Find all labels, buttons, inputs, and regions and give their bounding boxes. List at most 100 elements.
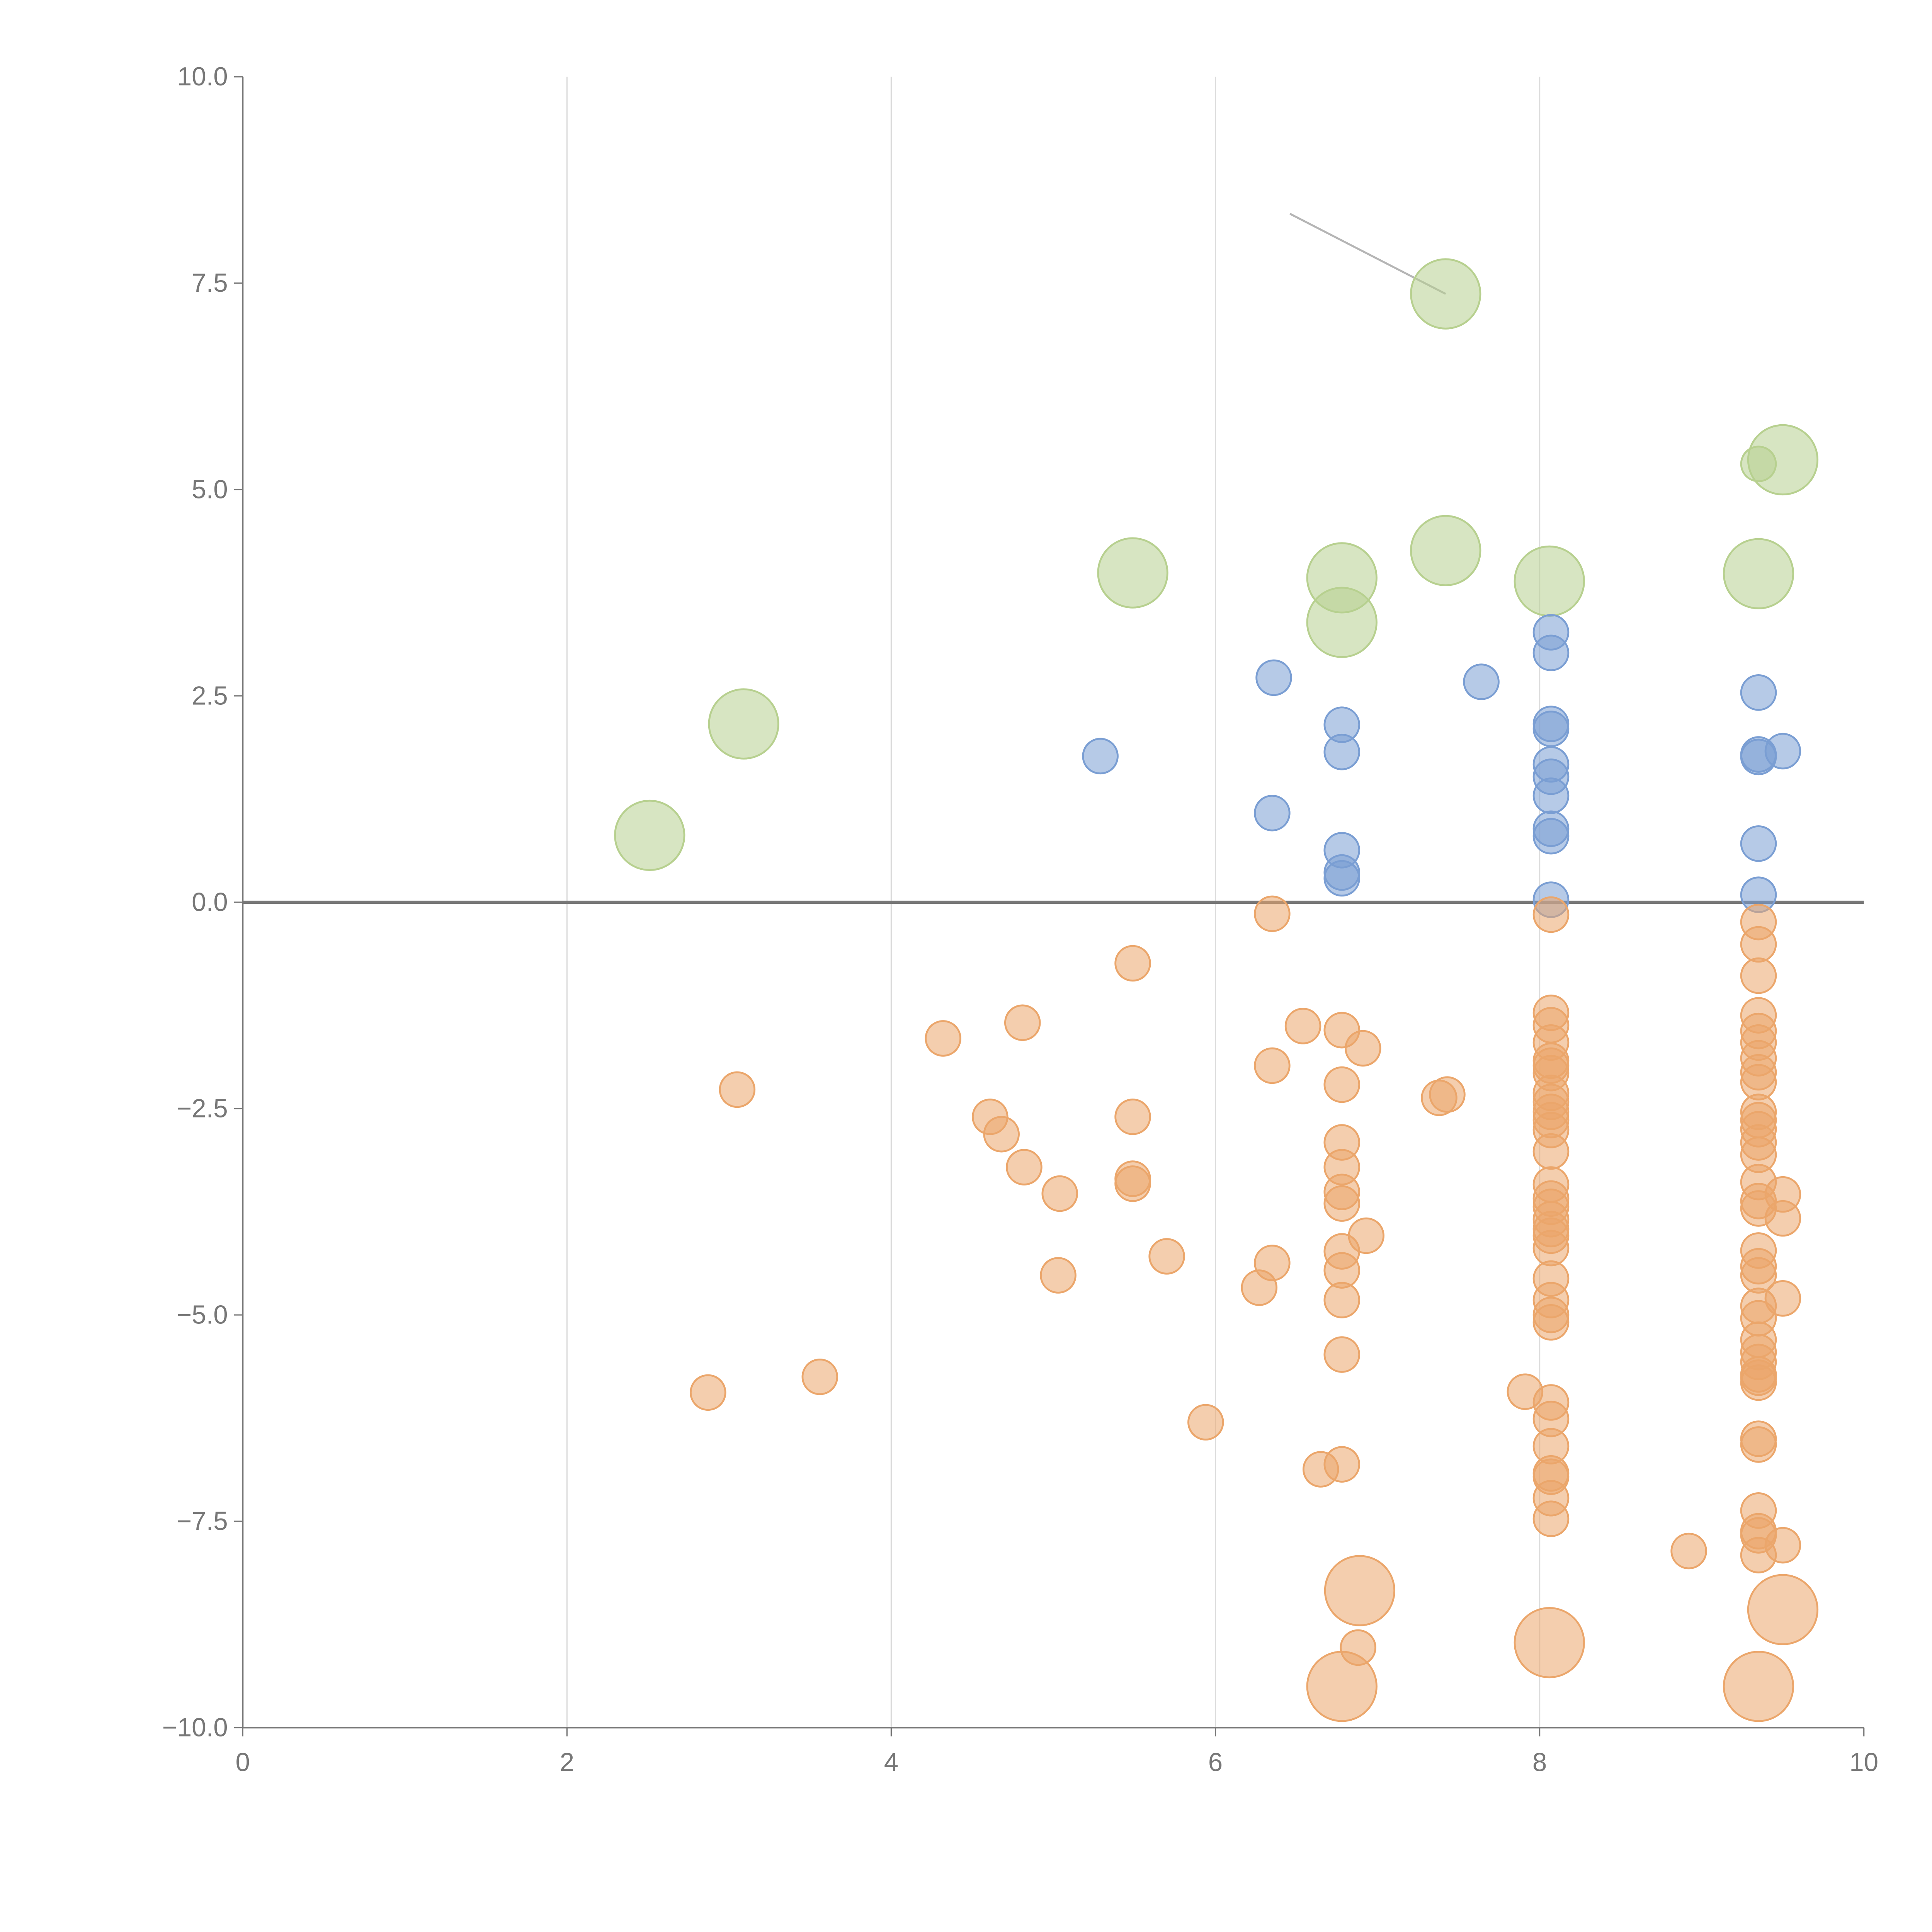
x-tick: 4 (884, 1728, 898, 1777)
y-tick-label: −7.5 (177, 1507, 228, 1536)
orange-point (1323, 1336, 1361, 1373)
blue-point (1463, 663, 1500, 700)
y-tick: 2.5 (192, 681, 243, 710)
green-point (1306, 587, 1378, 658)
y-tick: 10.0 (177, 62, 243, 91)
green-point (708, 688, 779, 760)
orange-point (1323, 1185, 1361, 1222)
orange-point (1114, 1099, 1151, 1135)
orange-point (1114, 945, 1151, 982)
green-point (1740, 446, 1777, 482)
y-tick: −5.0 (177, 1300, 243, 1329)
orange-point (1254, 895, 1291, 932)
blue-point (1323, 733, 1361, 770)
orange-point (925, 1020, 961, 1057)
orange-point (1041, 1175, 1078, 1212)
orange-point (1532, 1304, 1570, 1341)
blue-point (1532, 711, 1570, 747)
orange-point (1323, 1446, 1361, 1483)
orange-point (1254, 1047, 1291, 1084)
green-point (1410, 258, 1481, 330)
x-tick-label: 10 (1849, 1748, 1878, 1777)
orange-point (1723, 1651, 1794, 1722)
blue-point (1323, 860, 1361, 897)
orange-point (1324, 1555, 1396, 1626)
orange-point (983, 1116, 1020, 1153)
orange-point (1740, 1426, 1777, 1463)
series-orange (690, 895, 1819, 1722)
orange-point (1114, 1165, 1151, 1202)
orange-point (1514, 1607, 1585, 1679)
blue-point (1532, 634, 1570, 672)
x-tick-label: 6 (1208, 1748, 1223, 1777)
orange-point (1429, 1076, 1466, 1113)
y-tick-label: 10.0 (177, 62, 228, 91)
x-tick: 6 (1208, 1728, 1223, 1777)
x-tick: 10 (1849, 1728, 1878, 1777)
y-tick: 0.0 (192, 888, 243, 917)
x-tick-label: 4 (884, 1748, 898, 1777)
orange-point (1148, 1238, 1185, 1275)
y-tick-label: 7.5 (192, 269, 228, 298)
orange-point (1241, 1269, 1278, 1306)
series-green (614, 258, 1819, 871)
green-point (1410, 515, 1481, 587)
blue-point (1532, 818, 1570, 855)
blue-point (1255, 659, 1292, 696)
orange-point (1764, 1527, 1801, 1564)
y-tick-label: −2.5 (177, 1094, 228, 1123)
x-tick: 2 (560, 1728, 574, 1777)
blue-point (1740, 674, 1777, 711)
orange-point (1764, 1280, 1801, 1317)
green-point (1097, 537, 1168, 609)
y-tick: −7.5 (177, 1507, 243, 1536)
x-tick-label: 0 (235, 1748, 250, 1777)
blue-point (1254, 794, 1291, 832)
orange-point (801, 1358, 838, 1395)
y-tick-label: 0.0 (192, 888, 228, 917)
orange-point (1532, 1133, 1570, 1170)
orange-point (1747, 1574, 1819, 1645)
orange-point (1040, 1257, 1077, 1294)
x-tick: 8 (1532, 1728, 1547, 1777)
y-tick: −2.5 (177, 1094, 243, 1123)
orange-point (719, 1071, 756, 1108)
green-point (1723, 538, 1794, 609)
data-points (614, 258, 1819, 1722)
blue-point (1740, 825, 1777, 862)
y-tick-label: −10.0 (162, 1713, 228, 1742)
orange-point (1532, 1230, 1570, 1267)
y-tick: 5.0 (192, 475, 243, 504)
orange-point (1323, 1066, 1361, 1103)
orange-point (1740, 926, 1777, 963)
x-tick: 0 (235, 1728, 250, 1777)
orange-point (1345, 1030, 1381, 1067)
orange-point (1740, 1364, 1777, 1401)
orange-point (1187, 1404, 1224, 1441)
blue-point (1764, 733, 1801, 770)
y-tick: −10.0 (162, 1713, 243, 1742)
axes: 0 2 4 6 8 10 10.0 7.5 5.0 2.5 0.0 −2.5 −5.0 −7.5 −10.0 (162, 62, 1878, 1777)
orange-point (1764, 1200, 1801, 1237)
y-tick: 7.5 (192, 269, 243, 298)
y-tick-label: 5.0 (192, 475, 228, 504)
orange-point (1006, 1149, 1043, 1185)
orange-point (1284, 1008, 1321, 1044)
y-tick-label: 2.5 (192, 681, 228, 710)
x-tick-label: 2 (560, 1748, 574, 1777)
blue-point (1082, 738, 1119, 775)
orange-point (1004, 1004, 1041, 1041)
orange-point (1323, 1282, 1361, 1318)
orange-point (1670, 1532, 1707, 1570)
x-tick-label: 8 (1532, 1748, 1547, 1777)
series-blue (1082, 614, 1801, 918)
blue-point (1532, 777, 1570, 814)
green-point (1514, 545, 1585, 617)
orange-point (1532, 1500, 1570, 1537)
orange-point (690, 1374, 726, 1411)
orange-point (1306, 1651, 1378, 1722)
green-point (614, 799, 685, 871)
orange-point (1740, 957, 1777, 994)
orange-point (1532, 896, 1570, 933)
